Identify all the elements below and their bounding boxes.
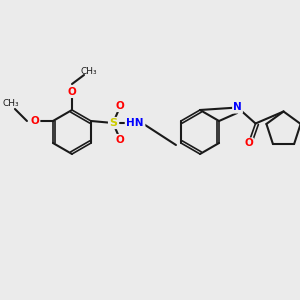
Text: CH₃: CH₃: [3, 100, 19, 109]
Text: O: O: [116, 135, 124, 145]
Text: O: O: [68, 87, 76, 97]
Text: O: O: [116, 101, 124, 111]
Text: O: O: [31, 116, 39, 126]
Text: HN: HN: [126, 118, 144, 128]
Text: NH: NH: [127, 118, 143, 128]
Text: S: S: [109, 118, 117, 128]
Text: CH₃: CH₃: [81, 68, 97, 76]
Text: N: N: [233, 103, 242, 112]
Text: O: O: [244, 139, 253, 148]
